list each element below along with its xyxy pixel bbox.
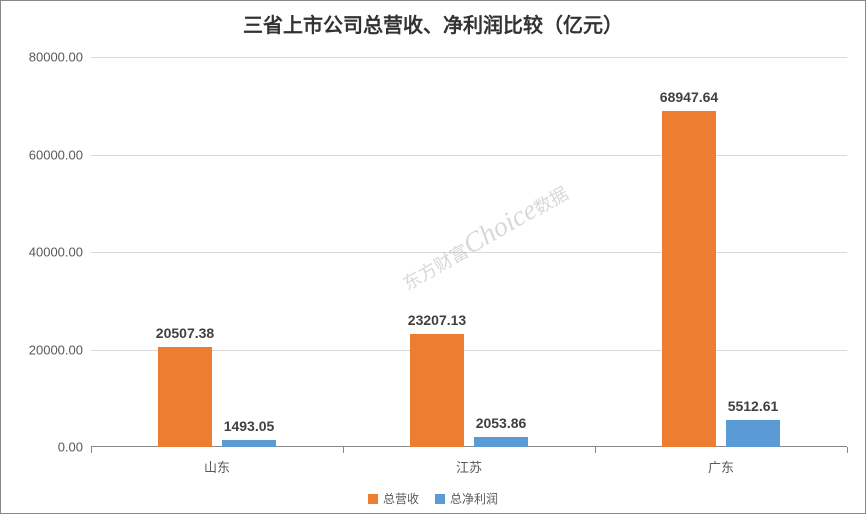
bar-value-label: 68947.64 — [660, 89, 718, 105]
legend-item: 总营收 — [368, 490, 419, 507]
bar — [410, 334, 464, 447]
bar-value-label: 2053.86 — [476, 415, 527, 431]
legend-item: 总净利润 — [435, 490, 498, 507]
y-tick-label: 0.00 — [58, 440, 91, 455]
legend-swatch — [368, 494, 378, 504]
chart-container: 三省上市公司总营收、净利润比较（亿元） 0.0020000.0040000.00… — [0, 0, 866, 514]
bar-value-label: 5512.61 — [728, 398, 779, 414]
bar — [662, 111, 716, 447]
x-tick-label: 广东 — [708, 447, 734, 476]
bar-value-label: 23207.13 — [408, 312, 466, 328]
legend: 总营收 总净利润 — [1, 490, 865, 507]
bar — [222, 440, 276, 447]
y-tick-label: 80000.00 — [29, 50, 91, 65]
x-tick-mark — [595, 447, 596, 453]
bar-value-label: 1493.05 — [224, 418, 275, 434]
plot-area: 0.0020000.0040000.0060000.0080000.00山东20… — [91, 57, 847, 447]
gridline — [91, 252, 847, 253]
legend-label: 总营收 — [383, 490, 419, 507]
bar — [158, 347, 212, 447]
chart-title: 三省上市公司总营收、净利润比较（亿元） — [1, 1, 865, 38]
y-tick-label: 40000.00 — [29, 245, 91, 260]
gridline — [91, 155, 847, 156]
x-tick-mark — [847, 447, 848, 453]
gridline — [91, 57, 847, 58]
y-tick-label: 20000.00 — [29, 342, 91, 357]
legend-swatch — [435, 494, 445, 504]
y-tick-label: 60000.00 — [29, 147, 91, 162]
x-tick-mark — [91, 447, 92, 453]
bar — [726, 420, 780, 447]
x-tick-label: 江苏 — [456, 447, 482, 476]
bar — [474, 437, 528, 447]
x-tick-label: 山东 — [204, 447, 230, 476]
bar-value-label: 20507.38 — [156, 325, 214, 341]
x-tick-mark — [343, 447, 344, 453]
legend-label: 总净利润 — [450, 490, 498, 507]
